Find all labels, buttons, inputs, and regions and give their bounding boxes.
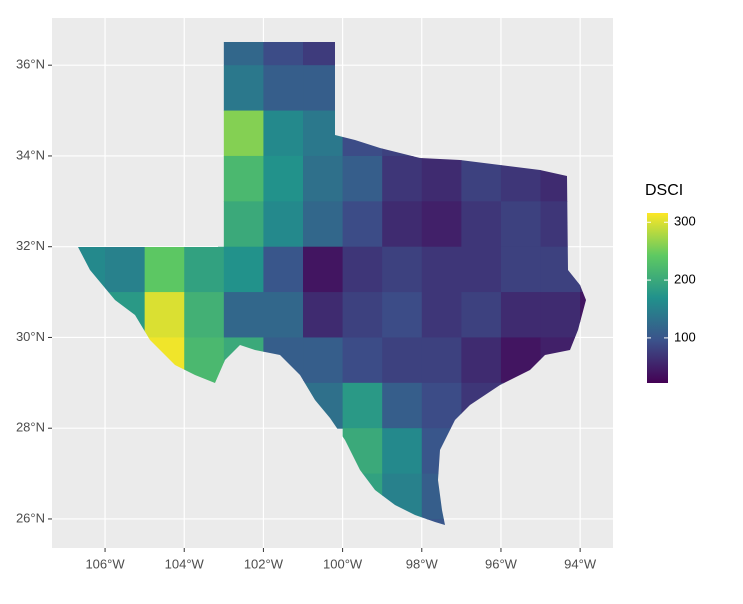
region <box>382 292 423 338</box>
y-tick-label: 26°N <box>16 510 45 525</box>
region <box>263 155 304 202</box>
colorbar-label: 200 <box>674 272 696 287</box>
region <box>263 292 304 338</box>
region <box>342 201 383 248</box>
x-tick-label: 102°W <box>244 556 284 571</box>
region <box>382 201 423 248</box>
region <box>421 155 462 202</box>
y-tick-label: 28°N <box>16 420 45 435</box>
colorbar-label: 300 <box>674 214 696 229</box>
x-tick-label: 98°W <box>406 556 439 571</box>
y-tick-label: 30°N <box>16 329 45 344</box>
region <box>461 292 502 338</box>
region <box>263 110 304 157</box>
region <box>382 246 423 293</box>
region <box>263 65 304 112</box>
y-tick-label: 36°N <box>16 57 45 72</box>
y-tick-label: 32°N <box>16 238 45 253</box>
region <box>223 42 264 66</box>
x-tick-label: 106°W <box>85 556 125 571</box>
region <box>184 292 225 338</box>
region <box>382 382 423 429</box>
region <box>382 155 423 202</box>
region <box>263 201 304 248</box>
region <box>342 155 383 202</box>
legend-title: DSCI <box>645 182 683 199</box>
region <box>303 155 344 202</box>
region <box>144 292 185 338</box>
region <box>303 201 344 248</box>
region <box>184 246 225 293</box>
region <box>342 292 383 338</box>
region <box>421 201 462 248</box>
y-tick-label: 34°N <box>16 147 45 162</box>
region <box>500 246 542 293</box>
region <box>421 337 462 384</box>
region <box>303 337 344 384</box>
x-tick-label: 104°W <box>165 556 205 571</box>
region <box>461 337 502 384</box>
region <box>421 246 462 293</box>
region <box>382 337 423 384</box>
x-tick-label: 96°W <box>485 556 518 571</box>
region <box>144 246 185 293</box>
region <box>500 292 542 338</box>
region <box>461 246 502 293</box>
region <box>342 337 383 384</box>
region <box>223 201 264 248</box>
region <box>421 518 462 525</box>
region <box>223 292 264 338</box>
region <box>421 292 462 338</box>
region <box>263 42 304 66</box>
colorbar-label: 100 <box>674 329 696 344</box>
region <box>223 65 264 112</box>
region <box>303 246 344 293</box>
region <box>540 292 581 338</box>
region <box>500 201 542 248</box>
region <box>263 246 304 293</box>
colorbar <box>647 213 668 383</box>
region <box>303 292 344 338</box>
x-tick-label: 94°W <box>564 556 597 571</box>
region <box>382 428 423 475</box>
region <box>342 382 383 429</box>
region <box>223 155 264 202</box>
region <box>342 246 383 293</box>
region <box>105 246 146 293</box>
x-tick-label: 100°W <box>323 556 363 571</box>
region <box>223 246 264 293</box>
region <box>461 201 502 248</box>
region <box>223 110 264 157</box>
region <box>303 42 344 66</box>
